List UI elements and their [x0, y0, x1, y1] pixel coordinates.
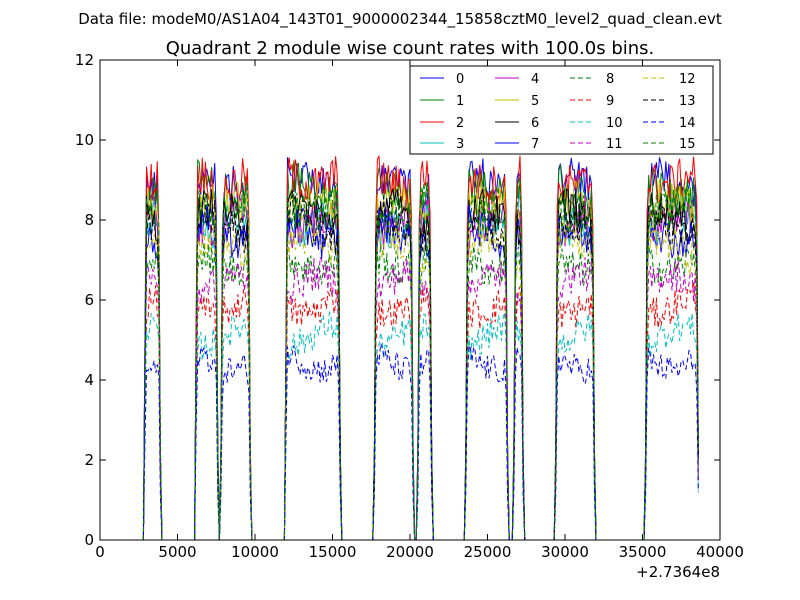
series-line-7 [142, 204, 699, 541]
series-line-11 [142, 257, 699, 541]
legend-label-11: 11 [606, 137, 623, 152]
legend-label-6: 6 [531, 116, 539, 131]
legend-label-7: 7 [531, 137, 539, 152]
series-line-14 [142, 343, 699, 541]
series-lines [142, 155, 699, 541]
legend-label-0: 0 [456, 72, 464, 87]
y-tick-label-1: 2 [84, 451, 94, 469]
y-tick-label-5: 10 [75, 131, 94, 149]
legend-label-12: 12 [679, 72, 696, 87]
y-tick-label-2: 4 [84, 371, 94, 389]
x-tick-label-3: 15000 [309, 543, 357, 561]
legend-label-9: 9 [606, 94, 614, 109]
series-line-8 [142, 237, 699, 541]
legend-label-2: 2 [456, 116, 464, 131]
legend-label-5: 5 [531, 94, 539, 109]
legend-label-3: 3 [456, 137, 464, 152]
x-tick-label-1: 5000 [158, 543, 196, 561]
legend-label-10: 10 [606, 116, 623, 131]
x-axis-offset-label: +2.7364e8 [636, 563, 720, 581]
series-line-9 [142, 281, 699, 541]
x-tick-label-8: 40000 [696, 543, 744, 561]
series-line-12 [142, 219, 699, 541]
series-line-10 [142, 310, 699, 541]
y-tick-label-6: 12 [75, 51, 94, 69]
legend-label-15: 15 [679, 137, 696, 152]
legend-frame [409, 65, 714, 155]
x-tick-label-7: 35000 [619, 543, 667, 561]
x-tick-label-6: 30000 [541, 543, 589, 561]
y-tick-label-0: 0 [84, 531, 94, 549]
axis-ticks: 0 5000 10000 15000 20000 25000 30000 35000 40000… [75, 51, 744, 561]
legend-label-8: 8 [606, 72, 614, 87]
legend-label-13: 13 [679, 94, 696, 109]
y-tick-label-3: 6 [84, 291, 94, 309]
x-tick-label-5: 25000 [464, 543, 512, 561]
x-tick-label-4: 20000 [386, 543, 434, 561]
x-tick-label-2: 10000 [231, 543, 279, 561]
series-line-3 [142, 191, 699, 541]
figure-suptitle: Data file: modeM0/AS1A04_143T01_90000023… [78, 10, 722, 29]
x-tick-label-0: 0 [95, 543, 105, 561]
legend-label-4: 4 [531, 72, 539, 87]
legend-label-1: 1 [456, 94, 464, 109]
chart-title: Quadrant 2 module wise count rates with … [166, 38, 655, 59]
y-tick-label-4: 8 [84, 211, 94, 229]
legend-label-14: 14 [679, 116, 696, 131]
